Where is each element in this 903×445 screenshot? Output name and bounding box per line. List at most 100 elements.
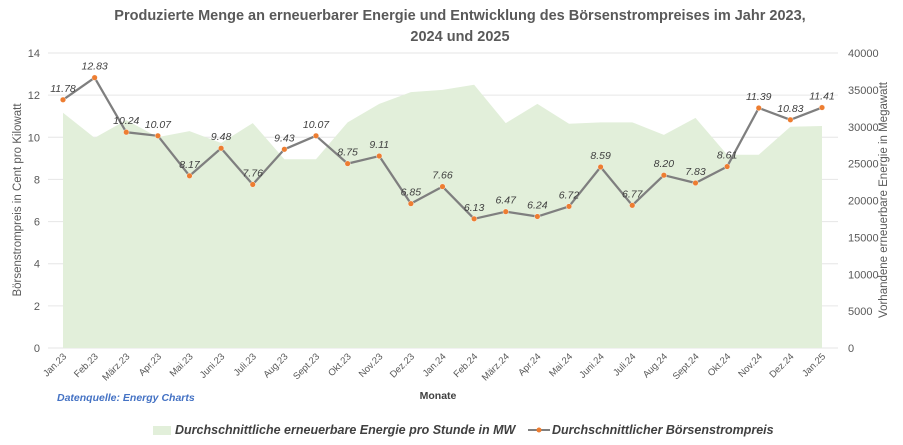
legend: Durchschnittliche erneuerbare Energie pr…	[0, 423, 903, 441]
price-marker	[534, 213, 541, 220]
x-tick-label: Juni.24	[577, 351, 606, 380]
price-data-label: 8.75	[337, 147, 358, 159]
energy-area	[63, 84, 822, 349]
x-tick-label: März.24	[480, 351, 512, 383]
price-data-label: 11.41	[809, 91, 835, 103]
price-data-label: 6.85	[401, 187, 422, 199]
price-data-label: 6.72	[559, 189, 580, 201]
price-data-label: 10.83	[777, 103, 803, 115]
x-tick-label: Jan.23	[41, 351, 69, 379]
price-data-labels: 11.78 12.83 10.24 10.07 8.17 9.48 7.76 9.43 10.0…	[50, 61, 835, 214]
price-data-label: 6.24	[527, 200, 548, 212]
price-marker	[439, 183, 446, 190]
right-axis-label: Vorhandene erneuerbare Energie in Megawa…	[878, 81, 890, 318]
chart-title: Produzierte Menge an erneuerbarer Energi…	[114, 8, 806, 45]
legend-label-price: Durchschnittlicher Börsenstrompreis	[552, 423, 774, 437]
x-tick-label: Jan.25	[800, 351, 828, 379]
x-tick-label: Okt.23	[326, 351, 354, 379]
x-tick-label: Juli.24	[611, 351, 638, 378]
right-tick-label: 0	[848, 343, 854, 355]
x-tick-label: Dez.23	[388, 351, 417, 380]
x-tick-label: Nov.24	[736, 351, 765, 380]
left-tick-label: 14	[28, 48, 40, 60]
x-tick-label: Aug.23	[261, 351, 290, 380]
price-data-label: 11.78	[50, 83, 76, 95]
x-tick-label: Aug.24	[641, 351, 670, 380]
price-marker	[597, 163, 604, 170]
price-data-label: 6.13	[464, 202, 485, 214]
x-tick-label: Feb.24	[452, 351, 481, 380]
price-marker	[60, 96, 67, 103]
price-data-label: 6.47	[496, 195, 518, 207]
price-marker	[471, 215, 478, 222]
price-marker	[249, 181, 256, 188]
chart-svg: 11.78 12.83 10.24 10.07 8.17 9.48 7.76 9.43 10.0…	[12, 48, 890, 402]
source-note: Datenquelle: Energy Charts	[57, 392, 195, 404]
price-marker	[629, 202, 636, 209]
legend-area-swatch	[153, 425, 171, 435]
legend-line-swatch	[528, 427, 550, 433]
x-tick-label: Okt.24	[706, 351, 734, 379]
price-marker	[724, 163, 731, 170]
right-tick-label: 10000	[848, 269, 879, 281]
price-data-label: 10.24	[113, 115, 139, 127]
x-tick-label: Sept.24	[671, 351, 702, 382]
left-tick-label: 2	[34, 301, 40, 313]
x-tick-label: Feb.23	[72, 351, 101, 380]
right-tick-label: 5000	[848, 306, 872, 318]
right-tick-label: 35000	[848, 85, 879, 97]
right-tick-label: 30000	[848, 122, 879, 134]
price-marker	[186, 172, 193, 179]
price-data-label: 8.17	[179, 159, 201, 171]
x-tick-label: Nov.23	[357, 351, 386, 380]
price-data-label: 8.59	[590, 150, 611, 162]
right-tick-label: 25000	[848, 159, 879, 171]
x-axis-ticks: Jan.23 Feb.23 März.23 Apr.23 Mai.23 Juni.23 Ju…	[41, 351, 828, 383]
right-tick-label: 15000	[848, 232, 879, 244]
right-tick-label: 40000	[848, 48, 879, 60]
price-marker	[154, 132, 161, 139]
left-tick-label: 0	[34, 343, 40, 355]
price-data-label: 9.48	[211, 131, 232, 143]
price-marker	[123, 129, 130, 136]
price-data-label: 10.07	[145, 119, 172, 131]
price-markers	[60, 74, 826, 222]
right-tick-label: 20000	[848, 196, 879, 208]
x-tick-label: Mai.24	[547, 351, 575, 379]
price-marker	[313, 132, 320, 139]
energy-area-series	[63, 84, 822, 349]
price-data-label: 7.76	[243, 167, 264, 179]
x-tick-label: März.23	[100, 351, 132, 383]
price-data-label: 6.77	[622, 188, 644, 200]
price-marker	[660, 172, 667, 179]
price-data-label: 11.39	[746, 91, 772, 103]
x-tick-label: Juli.23	[232, 351, 259, 378]
price-marker	[218, 145, 225, 152]
left-axis-ticks: 0 2 4 6 8 10 12 14	[28, 48, 40, 355]
left-axis-label: Börsenstrompreis in Cent pro Kilowatt	[12, 103, 24, 297]
price-data-label: 9.43	[274, 132, 295, 144]
left-tick-label: 4	[34, 259, 40, 271]
price-data-label: 9.11	[369, 139, 389, 151]
left-tick-label: 10	[28, 132, 40, 144]
price-marker	[502, 208, 509, 215]
x-tick-label: Mai.23	[168, 351, 196, 379]
x-tick-label: Jan.24	[421, 351, 449, 379]
price-marker	[566, 203, 573, 210]
x-tick-label: Dez.24	[767, 351, 796, 380]
price-data-label: 7.66	[432, 170, 453, 182]
x-tick-label: Apr.24	[516, 351, 543, 378]
x-axis-label: Monate	[420, 390, 457, 402]
legend-item-energy: Durchschnittliche erneuerbare Energie pr…	[153, 423, 515, 437]
price-data-label: 8.61	[717, 150, 737, 162]
price-data-label: 8.20	[654, 158, 675, 170]
left-tick-label: 8	[34, 174, 40, 186]
x-tick-label: Sept.23	[291, 351, 322, 382]
price-data-label: 10.07	[303, 119, 330, 131]
price-marker	[692, 180, 699, 187]
price-marker	[787, 116, 794, 123]
price-marker	[281, 146, 288, 153]
price-marker	[755, 104, 762, 111]
x-tick-label: Juni.23	[198, 351, 227, 380]
price-marker	[344, 160, 351, 167]
